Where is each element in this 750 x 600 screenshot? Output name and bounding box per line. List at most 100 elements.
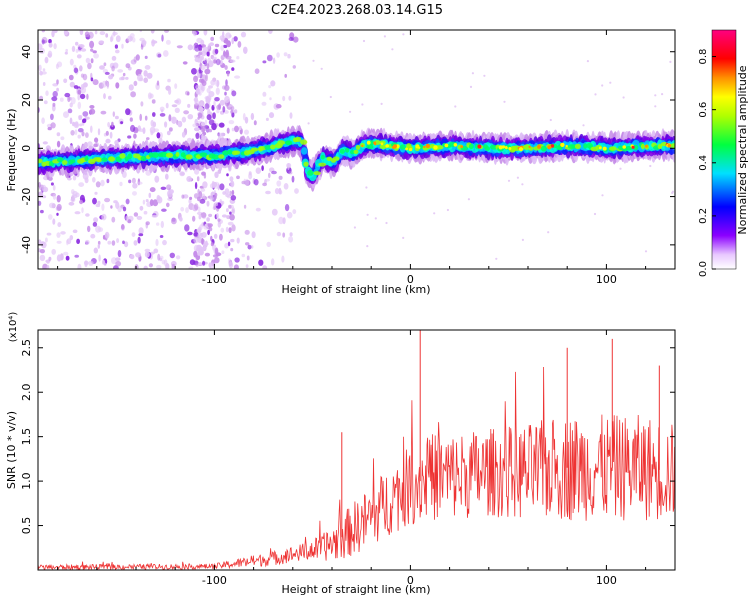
y-tick-label: 0.5 — [20, 517, 33, 535]
noise-blob — [250, 112, 255, 121]
noise-blob — [60, 136, 65, 141]
noise-blob — [193, 31, 197, 37]
noise-blob — [219, 183, 225, 191]
noise-blob — [171, 104, 178, 108]
noise-blob — [77, 93, 80, 101]
noise-blob — [143, 210, 148, 215]
noise-blob — [208, 226, 213, 232]
noise-blob — [142, 199, 146, 205]
noise-blob — [86, 93, 89, 100]
noise-blob — [224, 242, 230, 249]
x-tick-label: 0 — [407, 574, 414, 587]
noise-blob — [68, 74, 74, 81]
noise-blob — [230, 109, 234, 114]
noise-blob — [208, 262, 212, 268]
x-tick-label: 0 — [407, 273, 414, 286]
noise-blob — [105, 130, 109, 136]
noise-blob — [144, 115, 148, 121]
noise-blob — [77, 263, 82, 269]
noise-blob — [99, 65, 105, 70]
noise-blob — [71, 189, 75, 195]
snr-x-axis-label: Height of straight line (km) — [281, 583, 430, 596]
noise-blob — [278, 175, 283, 180]
noise-blob — [75, 48, 79, 53]
noise-blob — [221, 250, 225, 254]
noise-blob — [132, 191, 137, 196]
noise-blob — [94, 137, 99, 143]
noise-blob — [284, 73, 288, 78]
noise-blob — [85, 132, 89, 138]
noise-blob — [164, 30, 169, 33]
noise-blob — [175, 255, 181, 260]
noise-blob — [261, 165, 264, 172]
noise-blob — [196, 176, 200, 182]
noise-blob — [224, 95, 230, 104]
y-tick-label: 2.5 — [20, 339, 33, 357]
noise-blob — [231, 207, 236, 215]
noise-blob — [135, 252, 142, 258]
noise-blob — [92, 79, 99, 86]
noise-blob — [92, 197, 97, 205]
noise-blob — [195, 263, 199, 267]
noise-blob — [193, 193, 199, 199]
y-tick-label: -20 — [20, 188, 33, 206]
noise-blob — [52, 102, 56, 107]
ridge-blob — [326, 156, 333, 161]
noise-blob — [187, 231, 193, 236]
noise-dot — [353, 226, 356, 229]
noise-blob — [159, 113, 166, 117]
noise-blob — [89, 105, 95, 109]
noise-blob — [79, 93, 86, 100]
noise-blob — [115, 260, 122, 267]
noise-blob — [79, 199, 84, 205]
snr-ticks: -100 0 100 0.5 1.0 1.5 2.0 2.5 — [20, 330, 675, 587]
noise-dot — [644, 250, 648, 253]
noise-blob — [88, 31, 94, 39]
noise-blob — [201, 84, 206, 92]
noise-blob — [121, 224, 125, 230]
noise-blob — [194, 127, 200, 132]
noise-blob — [207, 229, 211, 236]
noise-blob — [226, 208, 229, 213]
noise-blob — [230, 247, 234, 252]
noise-blob — [236, 237, 240, 244]
noise-dot — [365, 186, 368, 189]
ridge-peak — [501, 145, 506, 149]
noise-blob — [204, 103, 210, 110]
noise-blob — [289, 232, 293, 237]
noise-blob — [181, 116, 187, 123]
noise-blob — [208, 128, 213, 133]
noise-blob — [288, 171, 293, 175]
noise-blob — [47, 53, 52, 58]
noise-blob — [79, 123, 83, 127]
noise-blob — [145, 199, 149, 203]
noise-blob — [162, 239, 167, 246]
noise-blob — [244, 229, 250, 235]
noise-blob — [220, 227, 225, 233]
noise-blob — [199, 224, 203, 231]
noise-blob — [80, 73, 85, 78]
noise-dot — [469, 85, 473, 88]
noise-blob — [214, 56, 217, 61]
noise-blob — [200, 212, 207, 218]
noise-blob — [247, 244, 252, 250]
noise-blob — [225, 79, 228, 87]
ridge-peak — [505, 146, 508, 150]
noise-blob — [149, 187, 156, 193]
noise-blob — [84, 31, 90, 38]
noise-blob — [44, 56, 49, 64]
noise-blob — [186, 176, 192, 182]
noise-blob — [153, 248, 159, 254]
noise-blob — [272, 57, 276, 64]
ridge-peak — [366, 140, 371, 145]
noise-blob — [74, 129, 78, 136]
ridge-blob — [218, 154, 225, 159]
noise-blob — [268, 30, 273, 34]
noise-blob — [234, 75, 241, 79]
noise-dot — [349, 110, 352, 113]
noise-blob — [226, 71, 230, 77]
noise-blob — [271, 258, 275, 266]
noise-blob — [214, 247, 219, 255]
noise-blob — [122, 206, 127, 212]
noise-blob — [251, 231, 256, 239]
